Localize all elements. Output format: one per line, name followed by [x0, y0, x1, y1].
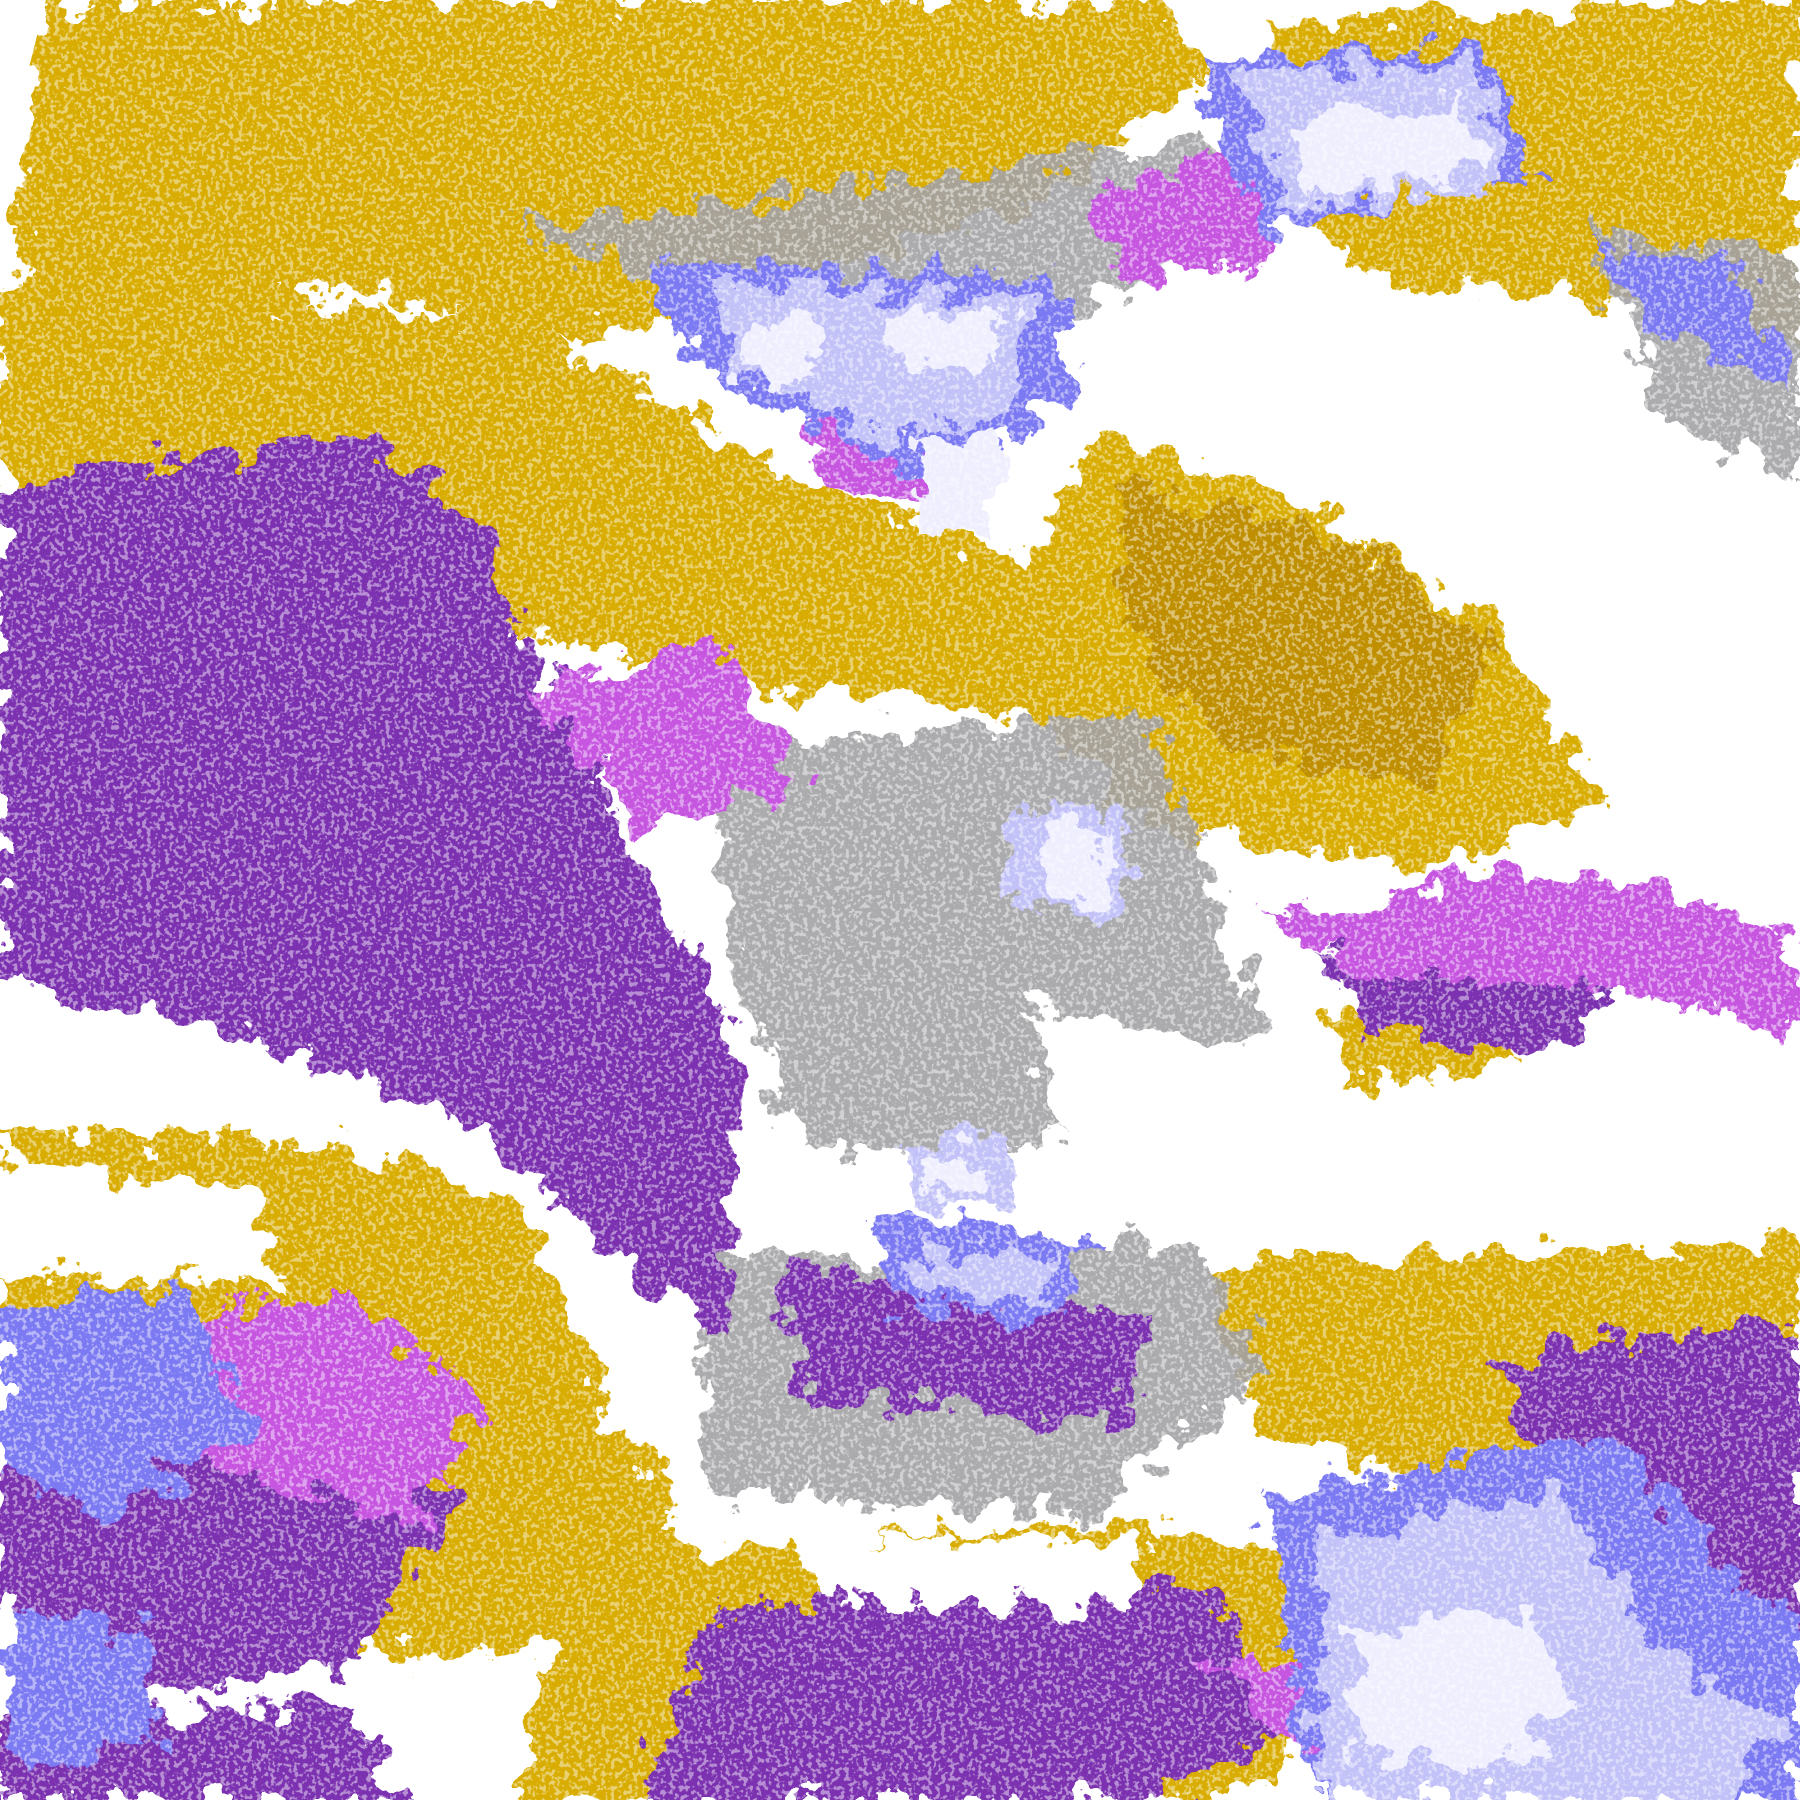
outside-swath-corner: [0, 0, 46, 184]
